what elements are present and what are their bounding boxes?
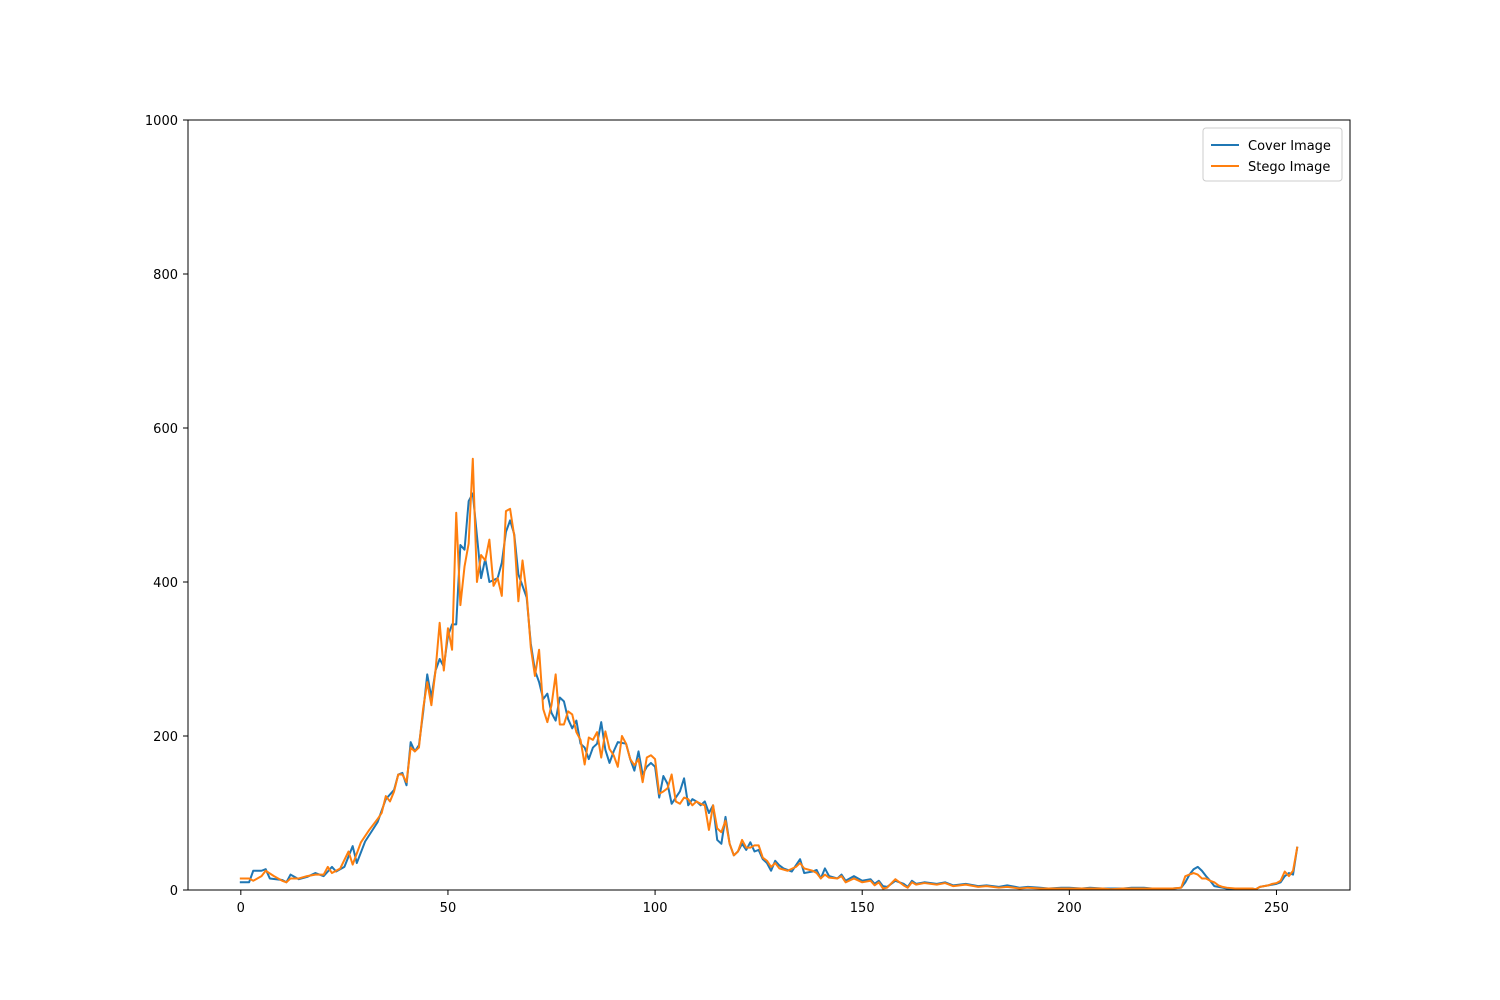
plot-area [239, 457, 1299, 891]
x-tick-label: 0 [237, 901, 245, 916]
legend-label-cover-image: Cover Image [1248, 139, 1331, 154]
y-tick-label: 200 [153, 730, 178, 745]
y-tick-label: 400 [153, 576, 178, 591]
y-tick-label: 1000 [145, 114, 178, 129]
legend-box [1202, 127, 1343, 182]
x-tick-label: 100 [643, 901, 668, 916]
x-tick-label: 250 [1264, 901, 1289, 916]
axes: 0 50 100 150 200 250 0 200 400 600 800 1000 [145, 114, 1351, 916]
x-tick-label: 200 [1057, 901, 1082, 916]
series-line-stego-image [239, 457, 1299, 891]
x-tick-label: 50 [440, 901, 457, 916]
y-tick-label: 800 [153, 268, 178, 283]
legend-label-stego-image: Stego Image [1248, 160, 1330, 175]
axes-frame [187, 119, 1351, 891]
y-tick-label: 600 [153, 422, 178, 437]
x-tick-label: 150 [850, 901, 875, 916]
legend: Cover Image Stego Image [1202, 127, 1343, 182]
y-tick-label: 0 [170, 884, 178, 899]
